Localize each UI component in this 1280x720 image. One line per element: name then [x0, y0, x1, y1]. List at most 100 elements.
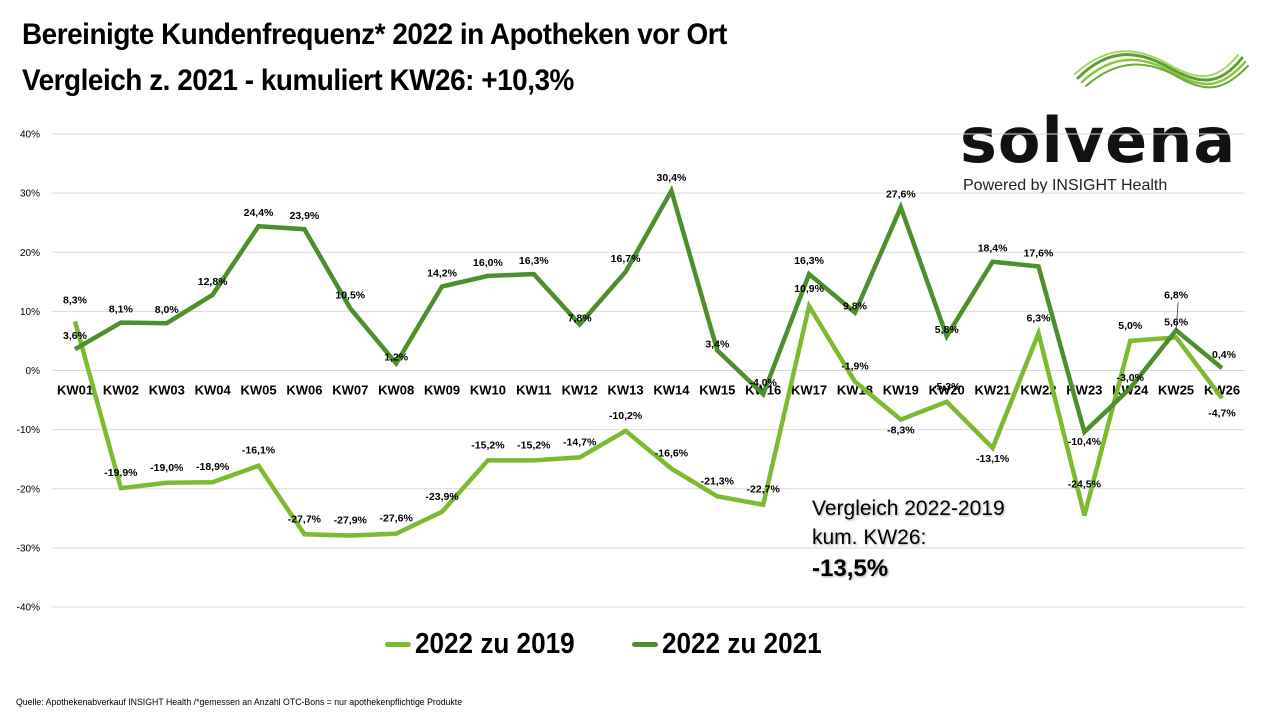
- gridlines: [52, 133, 1245, 608]
- data-label: -19,9%: [104, 467, 138, 479]
- data-label: 12,8%: [198, 276, 228, 288]
- x-tick-label: KW15: [699, 383, 735, 398]
- data-label: -21,3%: [701, 475, 735, 487]
- logo-wordmark: solvena: [960, 104, 1237, 177]
- data-label: 5,8%: [935, 324, 960, 336]
- x-tick-label: KW09: [424, 383, 460, 398]
- x-tick-label: KW07: [332, 383, 368, 398]
- chart-title: Bereinigte Kundenfrequenz* 2022 in Apoth…: [22, 18, 727, 51]
- data-label: 18,4%: [978, 243, 1008, 255]
- data-label: -23,9%: [425, 491, 459, 503]
- data-label: 8,3%: [63, 294, 88, 306]
- leader-line: [1175, 302, 1179, 331]
- x-tick-label: KW11: [516, 383, 551, 398]
- data-label: -15,2%: [471, 439, 505, 451]
- data-label: -18,9%: [196, 461, 230, 473]
- data-label: 10,9%: [794, 283, 824, 295]
- x-tick-label: KW13: [607, 383, 643, 398]
- x-axis-ticks: KW01 KW02 KW03 KW04 KW05 KW06 KW07 KW08 KW09 KW10…: [57, 383, 1240, 398]
- x-tick-label: KW21: [975, 383, 1011, 398]
- data-label: 10,5%: [335, 289, 365, 301]
- x-tick-label: KW20: [929, 383, 965, 398]
- data-label: 5,0%: [1118, 320, 1143, 332]
- green-wave-icon: [1074, 50, 1249, 89]
- legend-item-2019[interactable]: 2022 zu 2019: [385, 628, 592, 661]
- x-tick-label: KW22: [1020, 383, 1056, 398]
- data-label: -24,5%: [1068, 478, 1102, 490]
- data-label: 3,4%: [705, 338, 730, 350]
- data-label: 6,8%: [1164, 289, 1189, 301]
- x-tick-label: KW25: [1158, 383, 1194, 398]
- logo-tagline: Powered by INSIGHT Health: [963, 177, 1168, 194]
- x-tick-label: KW05: [240, 383, 276, 398]
- source-footnote: Quelle: Apothekenabverkauf INSIGHT Healt…: [16, 697, 463, 708]
- data-label: 30,4%: [657, 172, 687, 184]
- data-label: 6,3%: [1027, 312, 1052, 324]
- x-tick-label: KW01: [57, 383, 93, 398]
- data-label: 16,3%: [519, 255, 549, 267]
- data-label: 7,8%: [568, 312, 593, 324]
- chart-legend: 2022 zu 2019 2022 zu 2021: [385, 628, 840, 661]
- x-tick-label: KW02: [103, 383, 139, 398]
- x-tick-label: KW08: [378, 383, 414, 398]
- y-tick-label: 0%: [26, 366, 41, 377]
- y-tick-label: -10%: [17, 425, 40, 436]
- data-label: -3,0%: [1117, 372, 1145, 384]
- data-label: 3,6%: [63, 330, 88, 342]
- data-label: -15,2%: [517, 439, 551, 451]
- y-tick-label: 40%: [20, 130, 40, 141]
- solvena-logo: solvena Powered by INSIGHT Health: [960, 46, 1260, 196]
- x-tick-label: KW17: [791, 383, 827, 398]
- y-tick-label: 10%: [20, 307, 40, 318]
- data-label: -19,0%: [150, 462, 184, 474]
- data-label: -27,6%: [380, 513, 414, 525]
- data-label: 0,4%: [1212, 349, 1237, 361]
- annotation-value: -13,5%: [812, 555, 889, 582]
- data-label: -10,2%: [609, 410, 643, 422]
- data-label: -16,6%: [655, 448, 689, 460]
- x-tick-label: KW06: [286, 383, 322, 398]
- data-labels: 8,3% -19,9% -19,0% -18,9% -16,1% -27,7% -27,9%…: [63, 172, 1237, 527]
- cumulative-annotation: Vergleich 2022-2019 kum. KW26: -13,5%: [812, 494, 1005, 586]
- legend-swatch-2019: [385, 642, 411, 647]
- y-tick-label: -20%: [17, 484, 40, 495]
- legend-swatch-2021: [632, 642, 659, 647]
- y-tick-label: -40%: [17, 603, 40, 614]
- data-label: -4,7%: [1208, 407, 1236, 419]
- y-tick-label: 20%: [20, 248, 40, 259]
- data-label: 17,6%: [1024, 247, 1054, 259]
- x-tick-label: KW14: [653, 383, 690, 398]
- y-tick-label: -30%: [17, 543, 40, 554]
- data-label: -1,9%: [841, 361, 869, 373]
- legend-item-2021[interactable]: 2022 zu 2021: [632, 628, 839, 661]
- data-label: 16,7%: [611, 253, 641, 265]
- x-tick-label: KW04: [195, 383, 232, 398]
- series-line-2019: [72, 300, 1224, 538]
- data-label: -27,9%: [334, 514, 368, 526]
- data-label: 16,3%: [794, 255, 824, 267]
- data-label: 16,0%: [473, 257, 503, 269]
- data-label: -10,4%: [1068, 436, 1102, 448]
- data-label: 24,4%: [244, 207, 274, 219]
- series-lines: [72, 185, 1224, 538]
- legend-label-2019: 2022 zu 2019: [415, 628, 575, 660]
- data-label: 8,1%: [109, 304, 134, 316]
- annotation-line2: kum. KW26:: [812, 526, 927, 549]
- data-label: -16,1%: [242, 445, 276, 457]
- data-label: -5,3%: [933, 381, 961, 393]
- x-tick-label: KW10: [470, 383, 506, 398]
- y-axis-ticks: 40% 30% 20% 10% 0% -10% -20% -30% -40%: [17, 130, 40, 614]
- data-label: -27,7%: [288, 513, 322, 525]
- data-label: -13,1%: [976, 453, 1010, 465]
- data-label: 1,2%: [384, 351, 409, 363]
- data-label: 9,8%: [843, 301, 868, 313]
- series-line-2021: [73, 185, 1224, 437]
- data-label: 23,9%: [290, 210, 320, 222]
- data-label: -4,0%: [749, 377, 777, 389]
- chart-subtitle: Vergleich z. 2021 - kumuliert KW26: +10,…: [22, 64, 574, 97]
- x-tick-label: KW03: [149, 383, 185, 398]
- data-label: -14,7%: [563, 436, 597, 448]
- y-tick-label: 30%: [20, 189, 40, 200]
- data-label: 8,0%: [155, 304, 180, 316]
